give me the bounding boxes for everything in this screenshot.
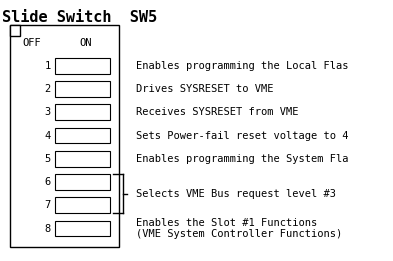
Text: 2: 2 [44,84,50,94]
Text: 5: 5 [44,154,50,164]
Bar [55,197,110,213]
Text: Enables the Slot #1 Functions
(VME System Controller Functions): Enables the Slot #1 Functions (VME Syste… [136,218,342,239]
Bar [9,25,20,36]
Bar [55,221,110,236]
Text: Receives SYSRESET from VME: Receives SYSRESET from VME [136,107,299,117]
Text: Sets Power-fail reset voltage to 4: Sets Power-fail reset voltage to 4 [136,130,349,141]
Text: Enables programming the Local Flas: Enables programming the Local Flas [136,61,349,71]
Bar [55,81,110,97]
Text: Enables programming the System Fla: Enables programming the System Fla [136,154,349,164]
Bar [55,104,110,120]
Bar [55,174,110,190]
Text: 8: 8 [44,224,50,234]
Text: 6: 6 [44,177,50,187]
Text: Slide Switch  SW5: Slide Switch SW5 [2,10,157,25]
Text: 7: 7 [44,200,50,210]
Text: 4: 4 [44,130,50,141]
Text: Drives SYSRESET to VME: Drives SYSRESET to VME [136,84,274,94]
Bar [55,128,110,144]
Bar [55,151,110,167]
Text: 3: 3 [44,107,50,117]
Bar [9,25,119,247]
Text: OFF: OFF [22,38,40,48]
Text: ON: ON [79,38,92,48]
Bar [55,58,110,74]
Text: 1: 1 [44,61,50,71]
Text: Selects VME Bus request level #3: Selects VME Bus request level #3 [136,189,336,199]
